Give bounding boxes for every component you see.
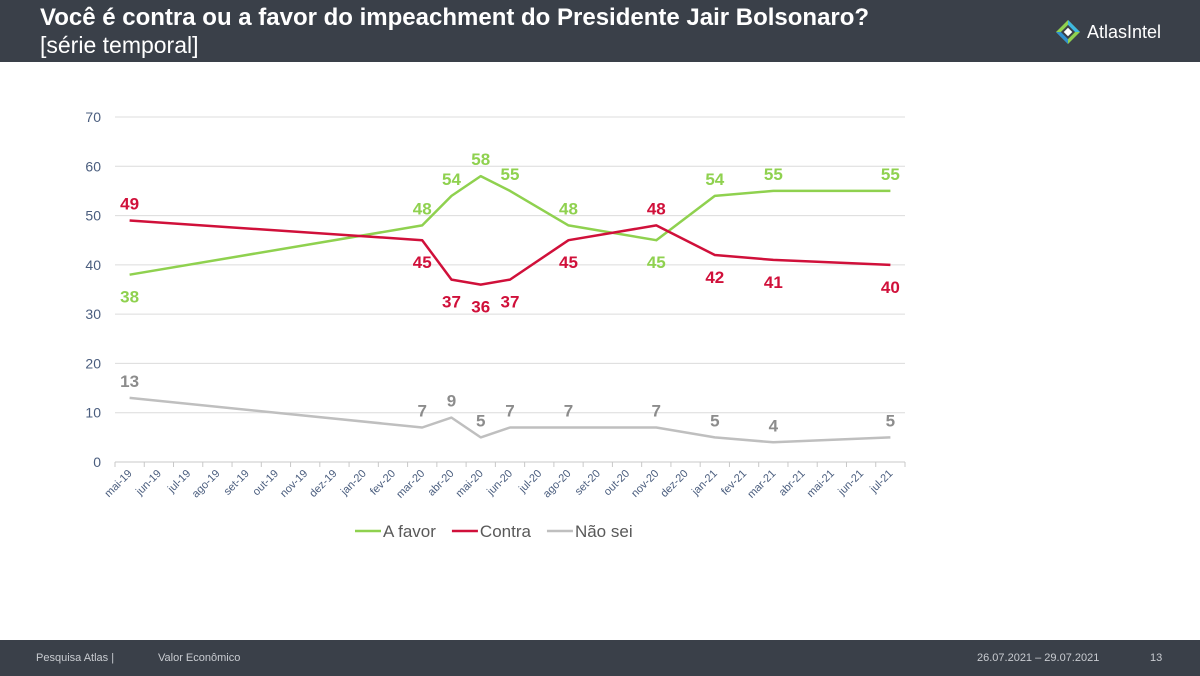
line-chart: 0 10 20 30 40 50 60 70 mai-19 jun-19 jul-19ago-19… [85, 109, 906, 541]
data-label: 49 [120, 195, 139, 214]
x-tick-label: jun-21 [835, 468, 866, 499]
y-tick-label: 20 [85, 355, 101, 371]
x-tick-label: ago-19 [190, 468, 223, 501]
grid-lines [115, 116, 905, 463]
data-label: 55 [881, 165, 900, 184]
data-label: 55 [764, 165, 783, 184]
x-tick-label: fev-21 [719, 468, 749, 498]
atlasintel-logo-icon [1056, 20, 1080, 44]
data-label: 5 [476, 411, 485, 430]
x-tick-label: mai-19 [102, 468, 134, 500]
y-tick-label: 0 [93, 454, 101, 470]
data-label: 36 [471, 298, 490, 317]
x-tick-label: abr-21 [777, 468, 808, 499]
y-tick-label: 60 [85, 158, 101, 174]
x-tick-label: set-19 [222, 468, 252, 498]
y-tick-label: 50 [85, 208, 101, 224]
data-label: 58 [471, 150, 490, 169]
x-tick-label: dez-20 [658, 468, 690, 500]
x-tick-label: fev-20 [368, 468, 398, 498]
footer-dates: 26.07.2021 – 29.07.2021 [977, 652, 1100, 664]
data-label: 45 [559, 253, 578, 272]
x-tick-label: jun-20 [484, 468, 515, 499]
x-tick-label: dez-19 [307, 468, 339, 500]
y-tick-label: 70 [85, 109, 101, 125]
data-label: 9 [447, 392, 456, 411]
x-tick-label: out-20 [602, 468, 633, 499]
data-label: 5 [886, 411, 895, 430]
x-tick-label: mar-20 [394, 468, 427, 501]
data-label: 48 [559, 199, 578, 218]
footer-bar: Pesquisa Atlas | Valor Econômico 26.07.2… [0, 640, 1200, 676]
y-tick-label: 30 [85, 306, 101, 322]
x-tick-label: set-20 [573, 468, 603, 498]
data-label: 45 [647, 253, 666, 272]
data-label: 7 [564, 402, 573, 421]
data-label: 54 [442, 170, 461, 189]
data-label: 7 [505, 402, 514, 421]
page-subtitle: [série temporal] [40, 32, 199, 58]
data-label: 37 [442, 293, 461, 312]
legend-label: Não sei [575, 522, 633, 541]
series-line-contra [129, 219, 891, 286]
chart-area: 0 10 20 30 40 50 60 70 mai-19 jun-19 jul-19 ago-19… [0, 62, 1200, 640]
x-tick-label: abr-20 [426, 468, 457, 499]
x-tick-label: mar-21 [745, 468, 778, 501]
data-label: 54 [705, 170, 724, 189]
data-label: 7 [652, 402, 661, 421]
footer-page-number: 13 [1150, 652, 1163, 664]
data-label: 40 [881, 278, 900, 297]
x-tick-label: jan-21 [689, 468, 720, 499]
logo-text: AtlasIntel [1087, 21, 1162, 42]
x-tick-label: jun-19 [133, 468, 164, 499]
data-label: 38 [120, 288, 139, 307]
data-label: 41 [764, 273, 783, 292]
header-bar: Você é contra ou a favor do impeachment … [0, 0, 1200, 62]
data-label: 55 [501, 165, 520, 184]
footer-client: Valor Econômico [158, 652, 241, 664]
x-tick-label: jul-21 [867, 468, 895, 496]
data-label: 4 [769, 416, 779, 435]
footer-source: Pesquisa Atlas | [36, 652, 115, 664]
legend-label: Contra [480, 522, 532, 541]
x-tick-label: ago-20 [541, 468, 574, 501]
data-label: 5 [710, 411, 719, 430]
legend-label: A favor [383, 522, 436, 541]
series-line-n-o-sei [129, 396, 891, 444]
data-label: 45 [413, 253, 432, 272]
y-tick-label: 40 [85, 257, 101, 273]
data-label: 13 [120, 372, 139, 391]
page-title: Você é contra ou a favor do impeachment … [40, 4, 870, 31]
x-tick-label: mai-21 [805, 468, 837, 500]
data-label: 42 [705, 268, 724, 287]
series-lines [129, 174, 891, 444]
x-tick-label: out-19 [250, 468, 281, 499]
data-label: 37 [501, 293, 520, 312]
x-tick-label: nov-19 [278, 468, 310, 500]
y-axis: 0 10 20 30 40 50 60 70 [85, 109, 101, 470]
x-tick-label: jan-20 [338, 468, 369, 499]
series-line-a-favor [129, 174, 891, 276]
atlasintel-logo: AtlasIntel [1055, 19, 1161, 45]
data-label: 7 [417, 402, 426, 421]
x-tick-label: nov-20 [629, 468, 661, 500]
data-label: 48 [647, 199, 666, 218]
x-tick-label: mai-20 [454, 468, 486, 500]
y-tick-label: 10 [85, 405, 101, 421]
legend: A favor Contra Não sei [355, 522, 633, 541]
data-label: 48 [413, 199, 432, 218]
